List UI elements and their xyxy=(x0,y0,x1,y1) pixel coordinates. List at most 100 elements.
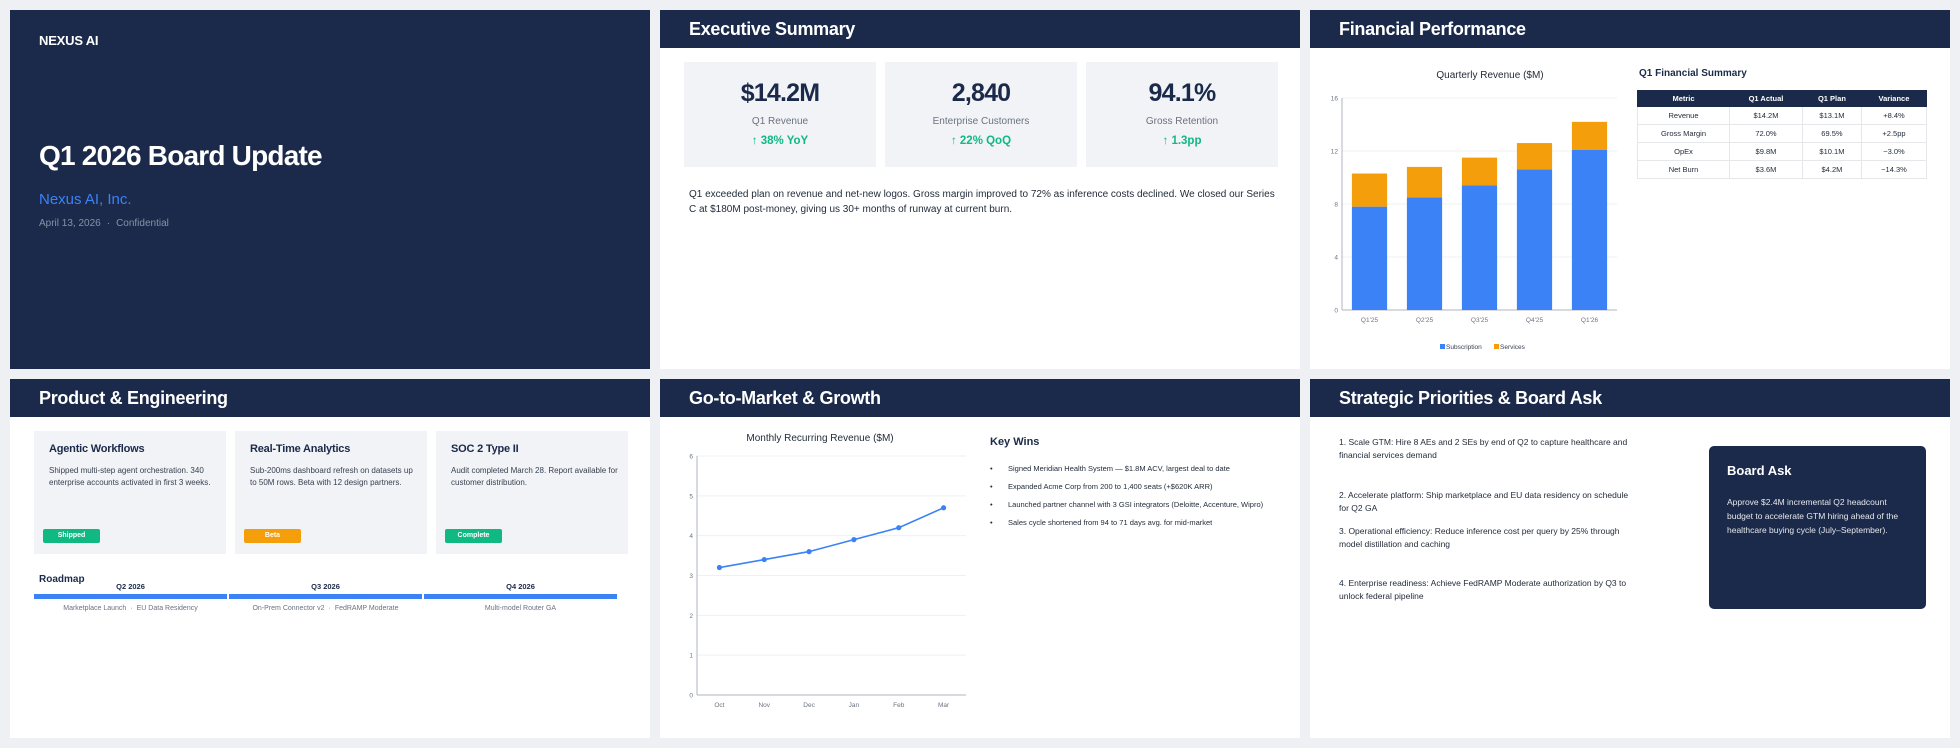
table-cell: +2.5pp xyxy=(1860,124,1928,143)
kpi-label: Enterprise Customers xyxy=(932,116,1030,127)
feature-cards: Agentic Workflows Shipped multi-step age… xyxy=(34,431,628,554)
roadmap-quarter: Q2 2026 Marketplace Launch · EU Data Resid… xyxy=(34,582,227,612)
deck-title: Q1 2026 Board Update xyxy=(39,140,323,171)
key-wins-title: Key Wins xyxy=(990,436,1040,448)
x-tick-label: Oct xyxy=(714,702,724,709)
table-cell: 72.0% xyxy=(1729,124,1803,143)
table-cell: $10.1M xyxy=(1801,142,1862,161)
timeline-bar xyxy=(229,594,422,599)
data-point xyxy=(761,556,767,563)
data-point xyxy=(851,537,857,543)
bar-services xyxy=(1461,157,1498,186)
timeline-bar xyxy=(424,594,617,599)
status-badge: Shipped xyxy=(43,529,100,543)
table-cell: Net Burn xyxy=(1637,160,1730,179)
slide-heading: Go-to-Market & Growth xyxy=(660,379,1300,417)
quarterly-revenue-chart: 0 4 8 12 16 Q1'25 Q2'25 Q3'25 Q4'25 Q1'26 Subscrip… xyxy=(1331,96,1617,351)
summary-paragraph: Q1 exceeded plan on revenue and net-new … xyxy=(689,189,1275,215)
column-header: Metric xyxy=(1637,90,1730,107)
table-cell: Gross Margin xyxy=(1637,124,1730,143)
board-ask-text: Approve $2.4M incremental Q2 headcount b… xyxy=(1727,497,1899,535)
kpi-delta: ↑ 38% YoY xyxy=(751,135,809,147)
feature-card: Agentic Workflows Shipped multi-step age… xyxy=(34,431,226,554)
table-cell: $13.1M xyxy=(1801,106,1862,125)
slide-heading: Strategic Priorities & Board Ask xyxy=(1310,379,1950,417)
kpi-delta: ↑ 1.3pp xyxy=(1162,135,1202,147)
table-cell: OpEx xyxy=(1637,142,1730,161)
card-title: Real-Time Analytics xyxy=(250,443,351,455)
card-title: SOC 2 Type II xyxy=(451,443,519,455)
status-badge: Beta xyxy=(244,529,301,543)
x-tick-label: Mar xyxy=(938,702,950,709)
strategic-priorities-slide[interactable]: Strategic Priorities & Board Ask 1. Scal… xyxy=(1310,379,1950,738)
y-tick-label: 8 xyxy=(1334,202,1338,209)
kpi-row: $14.2M Q1 Revenue ↑ 38% YoY 2,840 Enterp… xyxy=(684,62,1278,167)
bar-services xyxy=(1571,121,1608,150)
y-tick-label: 6 xyxy=(689,454,693,461)
gtm-growth-slide[interactable]: Go-to-Market & Growth Monthly Recurring … xyxy=(660,379,1300,738)
legend-label: Subscription xyxy=(1446,344,1482,351)
deck-meta: April 13, 2026 · Confidential xyxy=(39,218,169,229)
executive-summary-slide[interactable]: Executive Summary $14.2M Q1 Revenue ↑ 38… xyxy=(660,10,1300,369)
bar-subscription xyxy=(1406,197,1443,310)
y-tick-label: 16 xyxy=(1331,96,1339,103)
y-tick-label: 1 xyxy=(689,653,693,660)
table-cell: +8.4% xyxy=(1860,106,1928,125)
table-row: Revenue $14.2M $13.1M +8.4% xyxy=(1637,106,1928,125)
x-tick-label: Q1'26 xyxy=(1581,317,1599,324)
list-item: Expanded Acme Corp from 200 to 1,400 sea… xyxy=(990,481,1280,492)
card-title: Agentic Workflows xyxy=(49,443,145,455)
x-tick-label: Q3'25 xyxy=(1471,317,1489,324)
x-tick-label: Q4'25 xyxy=(1526,317,1544,324)
mrr-line-chart: 0 1 2 3 4 5 6 Oct Nov Dec Jan Feb Mar xyxy=(689,454,966,709)
roadmap-item: FedRAMP Moderate xyxy=(334,605,399,612)
roadmap-item: On-Prem Connector v2 xyxy=(252,605,325,612)
company-name: Nexus AI, Inc. xyxy=(39,191,132,208)
data-point xyxy=(940,505,947,511)
list-item: Launched partner channel with 3 GSI inte… xyxy=(990,499,1280,510)
kpi-card-retention: 94.1% Gross Retention ↑ 1.3pp xyxy=(1086,62,1278,167)
legend-label: Services xyxy=(1500,344,1526,351)
feature-card: SOC 2 Type II Audit completed March 28. … xyxy=(436,431,628,554)
x-tick-label: Q1'25 xyxy=(1361,317,1379,324)
financial-performance-slide[interactable]: Financial Performance Quarterly Revenue … xyxy=(1310,10,1950,369)
priority-item: 2. Accelerate platform: Ship marketplace… xyxy=(1339,490,1629,513)
slide-heading: Product & Engineering xyxy=(10,379,650,417)
slide-grid: NEXUS AI Q1 2026 Board Update Nexus AI, … xyxy=(10,10,1950,738)
roadmap-title: Roadmap xyxy=(39,574,85,585)
bar-subscription xyxy=(1461,185,1498,310)
table-cell: Revenue xyxy=(1637,106,1730,125)
roadmap-item: Multi-model Router GA xyxy=(484,605,557,612)
list-item: Sales cycle shortened from 94 to 71 days… xyxy=(990,517,1280,528)
bar-subscription xyxy=(1571,149,1608,310)
kpi-delta: ↑ 22% QoQ xyxy=(950,135,1012,147)
separator-dot: · xyxy=(130,605,133,612)
kpi-label: Gross Retention xyxy=(1145,116,1219,127)
data-point xyxy=(716,564,723,571)
quarter-label: Q3 2026 xyxy=(311,582,340,591)
legend-swatch xyxy=(1494,344,1499,349)
y-tick-label: 3 xyxy=(689,573,693,580)
table-cell: −3.0% xyxy=(1860,142,1928,161)
bar-services xyxy=(1406,166,1443,198)
x-tick-label: Q2'25 xyxy=(1416,317,1434,324)
x-tick-label: Nov xyxy=(758,702,770,709)
table-title: Q1 Financial Summary xyxy=(1639,68,1747,79)
kpi-card-revenue: $14.2M Q1 Revenue ↑ 38% YoY xyxy=(684,62,876,167)
series-line xyxy=(719,507,944,569)
y-tick-label: 2 xyxy=(689,613,693,620)
column-header: Q1 Actual xyxy=(1729,90,1803,107)
product-engineering-slide[interactable]: Product & Engineering Agentic Workflows … xyxy=(10,379,650,738)
card-description: Audit completed March 28. Report availab… xyxy=(451,466,618,487)
feature-card: Real-Time Analytics Sub-200ms dashboard … xyxy=(235,431,427,554)
roadmap-items: Multi-model Router GA xyxy=(424,605,617,612)
table-row: Net Burn $3.6M $4.2M −14.3% xyxy=(1637,160,1928,179)
column-header: Variance xyxy=(1860,90,1928,107)
kpi-value: 2,840 xyxy=(951,79,1011,107)
priority-item: 3. Operational efficiency: Reduce infere… xyxy=(1339,526,1620,549)
title-slide[interactable]: NEXUS AI Q1 2026 Board Update Nexus AI, … xyxy=(10,10,650,369)
x-tick-label: Dec xyxy=(803,702,815,709)
timeline-bar xyxy=(34,594,227,599)
chart-title: Quarterly Revenue ($M) xyxy=(1436,70,1544,81)
column-header: Q1 Plan xyxy=(1801,90,1862,107)
